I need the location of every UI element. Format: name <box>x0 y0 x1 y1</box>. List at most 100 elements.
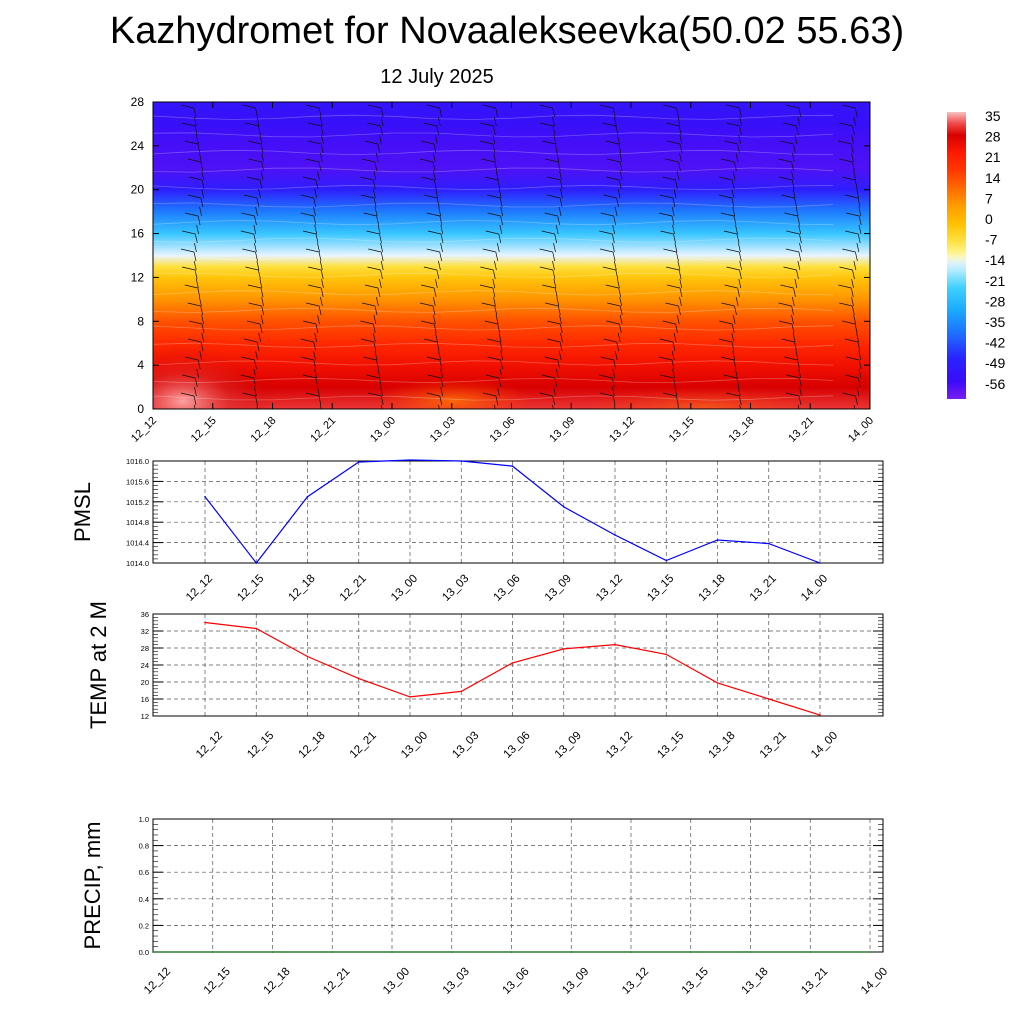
y-tick-label: 16 <box>131 227 145 241</box>
colorbar-label: 7 <box>985 190 993 206</box>
colorbar-label: -7 <box>985 232 998 248</box>
data-point <box>716 682 719 684</box>
wind-barb <box>360 104 384 409</box>
x-tick-label: 12_15 <box>202 966 233 997</box>
y-tick-label: 1014.0 <box>126 559 149 568</box>
y-tick-label: 0.8 <box>139 842 149 851</box>
x-tick-label: 14_00 <box>799 573 830 604</box>
y-tick-label: 36 <box>141 610 149 619</box>
chart-title: Kazhydromet for Novaalekseevka(50.02 55.… <box>109 10 905 52</box>
x-tick-label: 12_21 <box>348 730 379 761</box>
heatmap-warm-cells <box>153 346 823 409</box>
wind-barb <box>778 104 802 409</box>
x-tick-label: 13_15 <box>655 730 686 761</box>
contour-line <box>153 184 834 191</box>
y-tick-label: 1015.6 <box>126 477 149 486</box>
y-tick-label: 1015.2 <box>126 498 149 507</box>
x-tick-label: 13_00 <box>381 966 412 997</box>
x-tick-label: 12_12 <box>142 966 173 997</box>
grid <box>152 818 883 953</box>
colorbar-label: 28 <box>985 129 1001 145</box>
colorbar-label: -35 <box>985 314 1005 330</box>
x-tick-label: 13_09 <box>543 573 574 604</box>
colorbar-label: -42 <box>985 335 1005 351</box>
wind-barb-column <box>599 104 623 409</box>
data-point <box>358 677 360 680</box>
x-tick-label: 14_00 <box>859 966 890 997</box>
y-tick-label: 16 <box>141 695 149 704</box>
y-tick-label: 4 <box>137 358 144 372</box>
contour-lines <box>153 114 834 401</box>
wind-barb <box>718 104 743 409</box>
colorbar-label: 21 <box>985 149 1001 165</box>
x-tick-label: 12_18 <box>262 966 293 997</box>
data-point <box>331 951 334 953</box>
heatmap-field <box>153 102 870 409</box>
x-tick-label: 13_00 <box>399 730 430 761</box>
colorbar-label: -56 <box>985 376 1005 392</box>
data-point <box>690 951 692 953</box>
wind-barb-column <box>180 104 205 409</box>
wind-barb-column <box>539 104 563 409</box>
y-tick-label: 0 <box>137 402 144 416</box>
data-point <box>391 951 393 953</box>
x-tick-label: 13_12 <box>607 415 637 445</box>
data-point <box>869 951 871 953</box>
wind-barb <box>658 104 683 409</box>
wind-barb-column <box>240 104 265 409</box>
wind-barbs <box>180 104 921 414</box>
data-point <box>306 495 309 498</box>
x-tick-label: 13_09 <box>553 730 584 761</box>
colorbar-label: 14 <box>985 170 1001 186</box>
data-point <box>358 461 360 463</box>
x-tick-label: 13_03 <box>428 415 458 445</box>
x-tick-label: 13_21 <box>786 415 816 445</box>
wind-barb-column <box>838 104 862 409</box>
data-point <box>768 542 770 545</box>
y-tick-label: 12 <box>131 270 145 284</box>
panel-frame <box>152 460 884 564</box>
y-tick-label: 20 <box>141 678 149 687</box>
colorbar-bar <box>947 112 966 399</box>
wind-barb <box>898 105 921 414</box>
y-tick-label: 8 <box>137 314 144 328</box>
y-axis-title: PRECIP, mm <box>80 822 105 950</box>
wind-barb <box>479 104 504 409</box>
data-point <box>630 951 632 953</box>
colorbar: 35 28 21 14 7 0 -7 -14 -21 -28 -35 -42 -49 -56 <box>947 108 1005 399</box>
x-tick-label: 13_15 <box>645 573 676 604</box>
y-tick-label: 28 <box>141 644 149 653</box>
y-tick-label: 0.4 <box>139 895 149 904</box>
data-point <box>563 648 565 650</box>
panel-frame <box>152 613 884 717</box>
x-tick-label: 13_18 <box>727 415 757 445</box>
data-point <box>563 506 565 508</box>
contour-line <box>153 395 834 401</box>
contour-line <box>153 167 834 173</box>
data-point <box>255 562 258 564</box>
contour-line <box>153 219 834 226</box>
chart-subtitle: 12 July 2025 <box>380 66 494 88</box>
x-tick-label: 13_06 <box>488 415 518 445</box>
colorbar-label: 35 <box>985 108 1001 124</box>
contour-line <box>153 114 834 120</box>
x-tick-label: 13_18 <box>707 730 738 761</box>
y-tick-label: 1.0 <box>139 815 149 824</box>
data-point <box>511 662 514 664</box>
x-tick-label: 13_12 <box>620 966 651 997</box>
data-point <box>665 653 668 656</box>
x-tick-label: 12_18 <box>297 730 328 761</box>
data-point <box>511 465 514 467</box>
data-point <box>614 534 616 536</box>
temperature-heatmap: 0 4 8 12 16 20 24 28 12_12 12_15 12_18 12_21 13_00 13… <box>129 95 921 445</box>
data-point <box>255 627 258 630</box>
x-tick-label: 12_21 <box>308 415 338 445</box>
x-tick-label: 12_18 <box>287 573 318 604</box>
contour-line <box>153 202 834 208</box>
y-tick-label: 1016.0 <box>126 457 149 466</box>
y-axis-title: PMSL <box>70 482 95 542</box>
contour-line <box>153 307 834 313</box>
temp-panel: 12 16 20 24 28 32 36 12_12 12_15 12_18 12_21 13_00 1… <box>86 601 884 761</box>
wind-barb-column <box>658 104 683 409</box>
wind-barb-column <box>898 105 921 414</box>
